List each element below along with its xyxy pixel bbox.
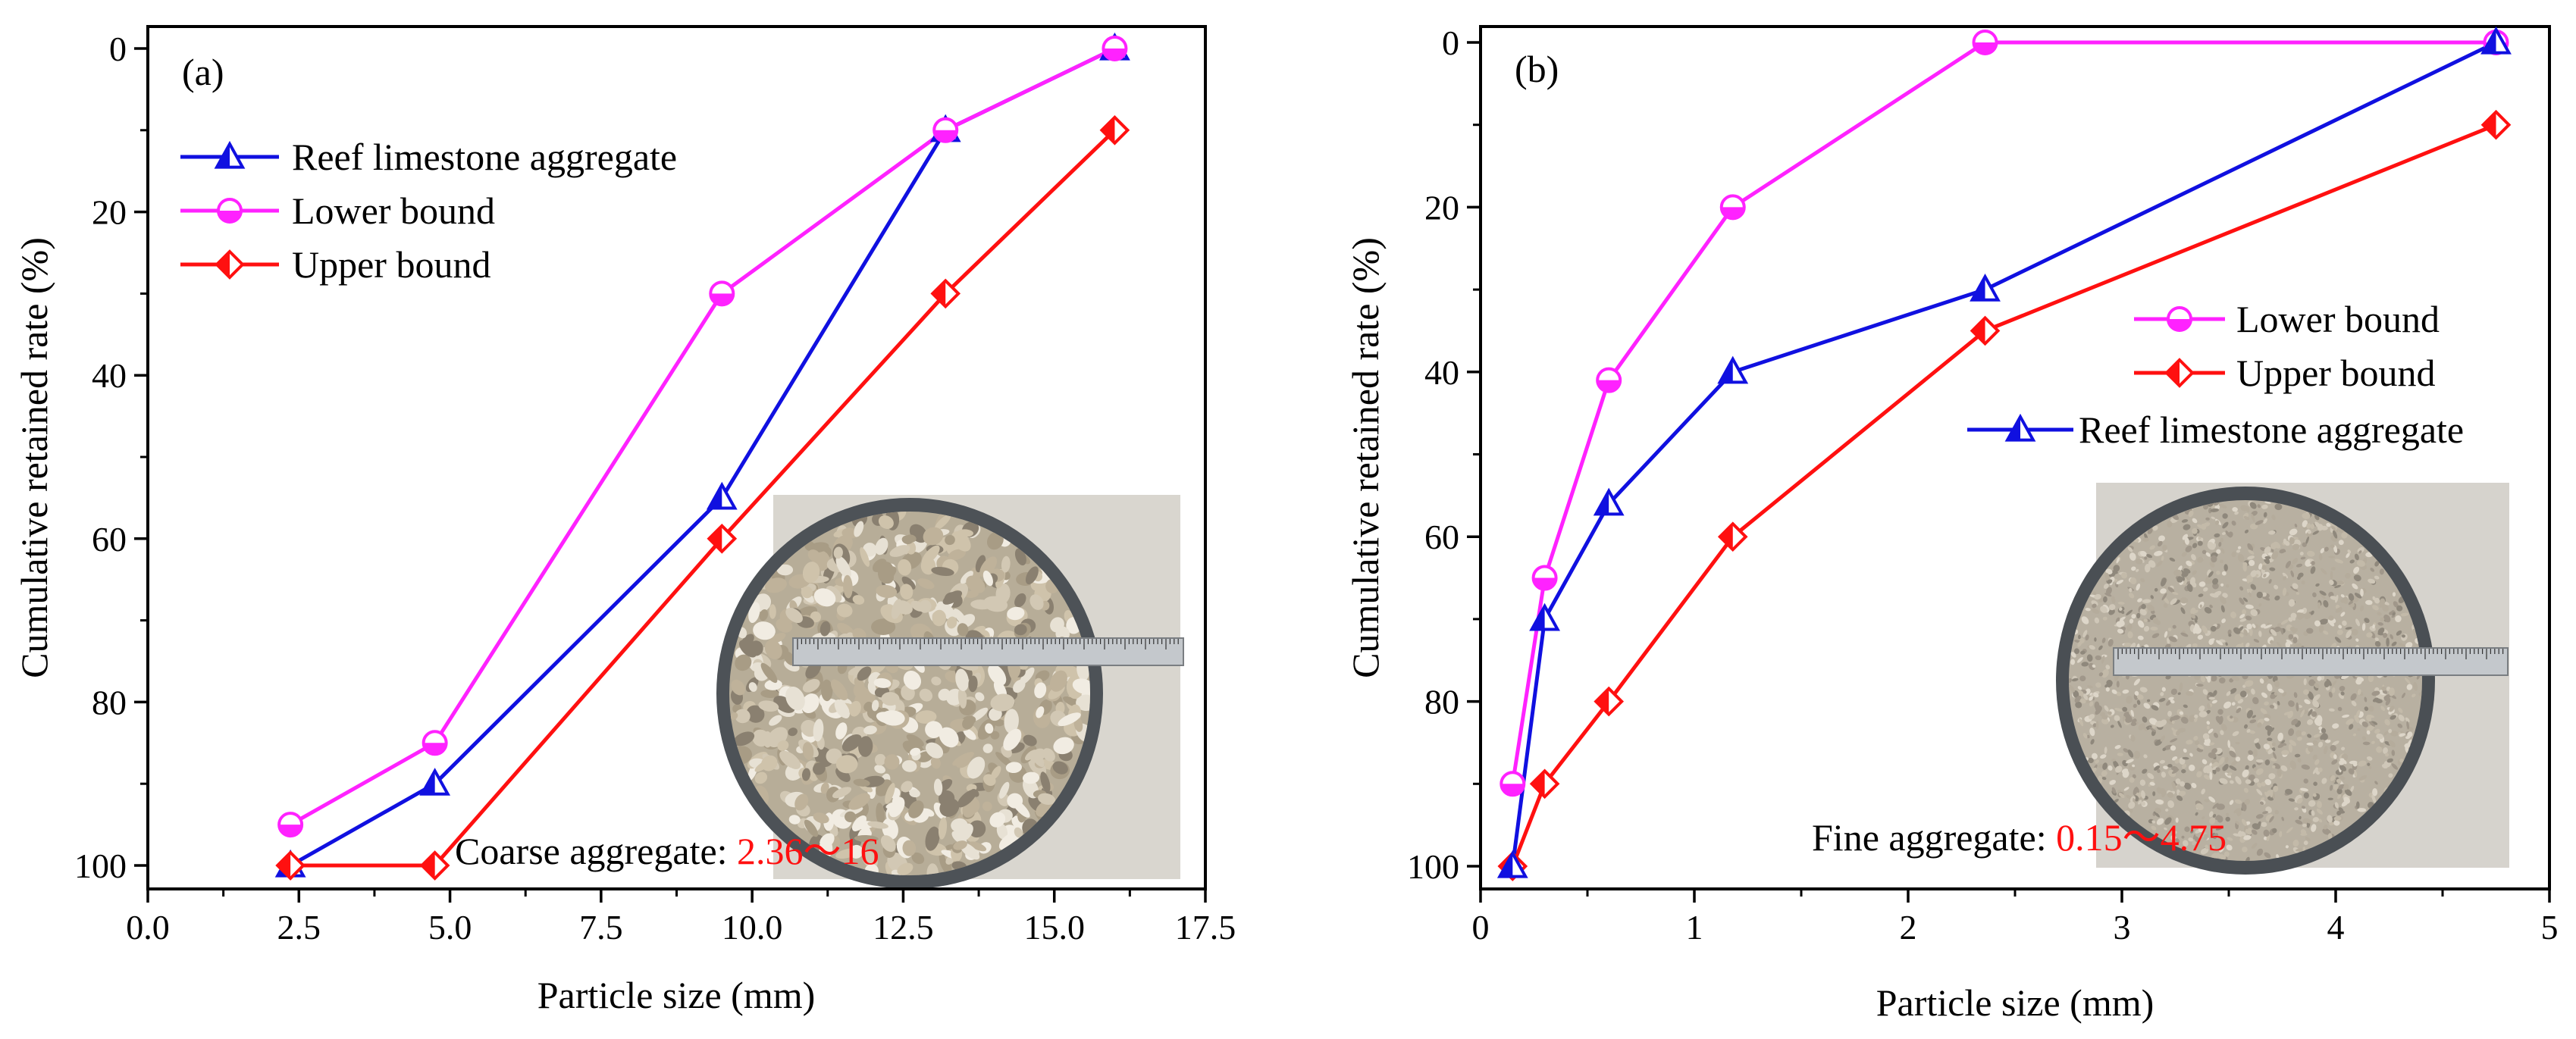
data-point-upper bbox=[707, 523, 738, 554]
series-line-reef bbox=[1510, 40, 2497, 867]
x-tick-label: 1 bbox=[1686, 908, 1703, 947]
x-tick-label: 2 bbox=[1900, 908, 1917, 947]
data-point-lower bbox=[1531, 565, 1558, 591]
legend-marker-reef bbox=[214, 140, 246, 169]
y-tick-label: 20 bbox=[1424, 188, 1459, 227]
data-point-lower bbox=[932, 117, 959, 143]
y-tick-label: 100 bbox=[74, 847, 127, 885]
legend-marker-lower bbox=[217, 198, 243, 224]
data-point-reef bbox=[1970, 273, 2001, 302]
legend-item-reef: Reef limestone aggregate bbox=[1967, 408, 2464, 451]
inset-photo-coarse-aggregate bbox=[716, 495, 1184, 889]
y-tick-label: 60 bbox=[1424, 518, 1459, 556]
y-axis-label-b: Cumulative retained rate (%) bbox=[1344, 237, 1387, 678]
x-tick-label: 15.0 bbox=[1023, 908, 1085, 947]
data-point-reef bbox=[419, 768, 451, 796]
data-point-lower bbox=[1596, 367, 1622, 393]
y-tick-label: 80 bbox=[92, 683, 127, 721]
y-tick-label: 20 bbox=[92, 193, 127, 232]
legend-label-upper: Upper bound bbox=[2236, 352, 2435, 394]
legend-label-lower: Lower bound bbox=[292, 189, 495, 232]
data-point-upper bbox=[1970, 315, 2001, 346]
caption-coarse-aggregate: Coarse aggregate: 2.36～16 bbox=[455, 830, 879, 872]
legend-item-reef: Reef limestone aggregate bbox=[180, 136, 677, 178]
legend-marker-lower bbox=[2167, 306, 2192, 332]
x-tick-label: 17.5 bbox=[1175, 908, 1236, 947]
legend-label-lower: Lower bound bbox=[2236, 298, 2440, 340]
data-point-lower bbox=[1500, 771, 1526, 797]
inset-photo-fine-aggregate bbox=[2056, 483, 2509, 875]
y-tick-label: 80 bbox=[1424, 683, 1459, 721]
data-point-upper bbox=[1099, 114, 1130, 146]
x-tick-label: 12.5 bbox=[873, 908, 934, 947]
legend-label-reef: Reef limestone aggregate bbox=[292, 136, 677, 178]
data-point-reef bbox=[706, 481, 738, 510]
data-point-reef bbox=[1496, 850, 1528, 878]
legend-item-lower: Lower bound bbox=[180, 189, 495, 232]
x-tick-label: 0.0 bbox=[126, 908, 170, 947]
y-tick-label: 100 bbox=[1407, 847, 1459, 886]
data-point-lower bbox=[421, 730, 448, 756]
data-point-upper bbox=[2480, 109, 2512, 140]
data-point-upper bbox=[1717, 521, 1748, 552]
caption-prefix-b: Fine aggregate: bbox=[1812, 816, 2056, 859]
data-point-lower bbox=[709, 280, 735, 307]
panel-tag-a: (a) bbox=[182, 51, 224, 93]
x-tick-label: 5 bbox=[2541, 908, 2559, 947]
legend-item-upper: Upper bound bbox=[180, 243, 490, 286]
legend-label-upper: Upper bound bbox=[292, 243, 490, 286]
chart-panel-b: 0 1 2 3 4 5 0 20 40 60 80 100 Lower bound Upper boun… bbox=[1344, 23, 2559, 1024]
legend-label-reef: Reef limestone aggregate bbox=[2079, 408, 2464, 451]
x-tick-label: 0 bbox=[1472, 908, 1490, 947]
data-point-lower bbox=[277, 812, 304, 838]
series-line-lower bbox=[1510, 40, 2496, 784]
legend-marker-upper bbox=[2164, 358, 2195, 388]
y-tick-label: 60 bbox=[92, 520, 127, 559]
caption-prefix-a: Coarse aggregate: bbox=[455, 830, 737, 872]
x-axis-label-b: Particle size (mm) bbox=[1876, 981, 2155, 1024]
data-point-upper bbox=[1529, 768, 1560, 800]
legend-marker-reef bbox=[2004, 413, 2036, 442]
data-point-reef bbox=[2480, 26, 2512, 55]
data-point-lower bbox=[1102, 36, 1128, 61]
caption-fine-aggregate: Fine aggregate: 0.15～4.75 bbox=[1812, 816, 2227, 859]
y-tick-label: 0 bbox=[109, 30, 127, 68]
y-tick-label: 0 bbox=[1442, 23, 1459, 62]
y-tick-label: 40 bbox=[1424, 353, 1459, 392]
panel-tag-b: (b) bbox=[1515, 48, 1559, 90]
data-point-upper bbox=[1594, 686, 1625, 717]
x-tick-label: 2.5 bbox=[277, 908, 321, 947]
series-line-upper bbox=[1510, 123, 2497, 867]
x-axis-label-a: Particle size (mm) bbox=[537, 974, 816, 1016]
legend-item-upper: Upper bound bbox=[2134, 352, 2435, 394]
legend-item-lower: Lower bound bbox=[2134, 298, 2440, 340]
x-tick-label: 10.0 bbox=[722, 908, 783, 947]
data-point-reef bbox=[1717, 355, 1749, 384]
y-axis-label-a: Cumulative retained rate (%) bbox=[13, 237, 55, 678]
x-tick-label: 3 bbox=[2114, 908, 2131, 947]
y-tick-label: 40 bbox=[92, 356, 127, 395]
data-point-lower bbox=[1972, 30, 1998, 55]
data-point-reef bbox=[1529, 602, 1560, 631]
caption-value-a: 2.36～16 bbox=[737, 830, 879, 872]
x-tick-label: 7.5 bbox=[579, 908, 623, 947]
x-tick-label: 4 bbox=[2327, 908, 2345, 947]
data-point-upper bbox=[275, 850, 306, 881]
legend-marker-upper bbox=[215, 249, 245, 280]
data-point-upper bbox=[419, 850, 450, 881]
chart-panel-a: 0.0 2.5 5.0 7.5 10.0 12.5 15.0 17.5 0 20 40 60 80 100… bbox=[13, 25, 1236, 1016]
data-point-reef bbox=[1593, 487, 1625, 516]
caption-value-b: 0.15～4.75 bbox=[2056, 816, 2227, 859]
data-point-lower bbox=[1719, 194, 1746, 221]
x-tick-label: 5.0 bbox=[428, 908, 472, 947]
data-point-upper bbox=[930, 278, 961, 309]
